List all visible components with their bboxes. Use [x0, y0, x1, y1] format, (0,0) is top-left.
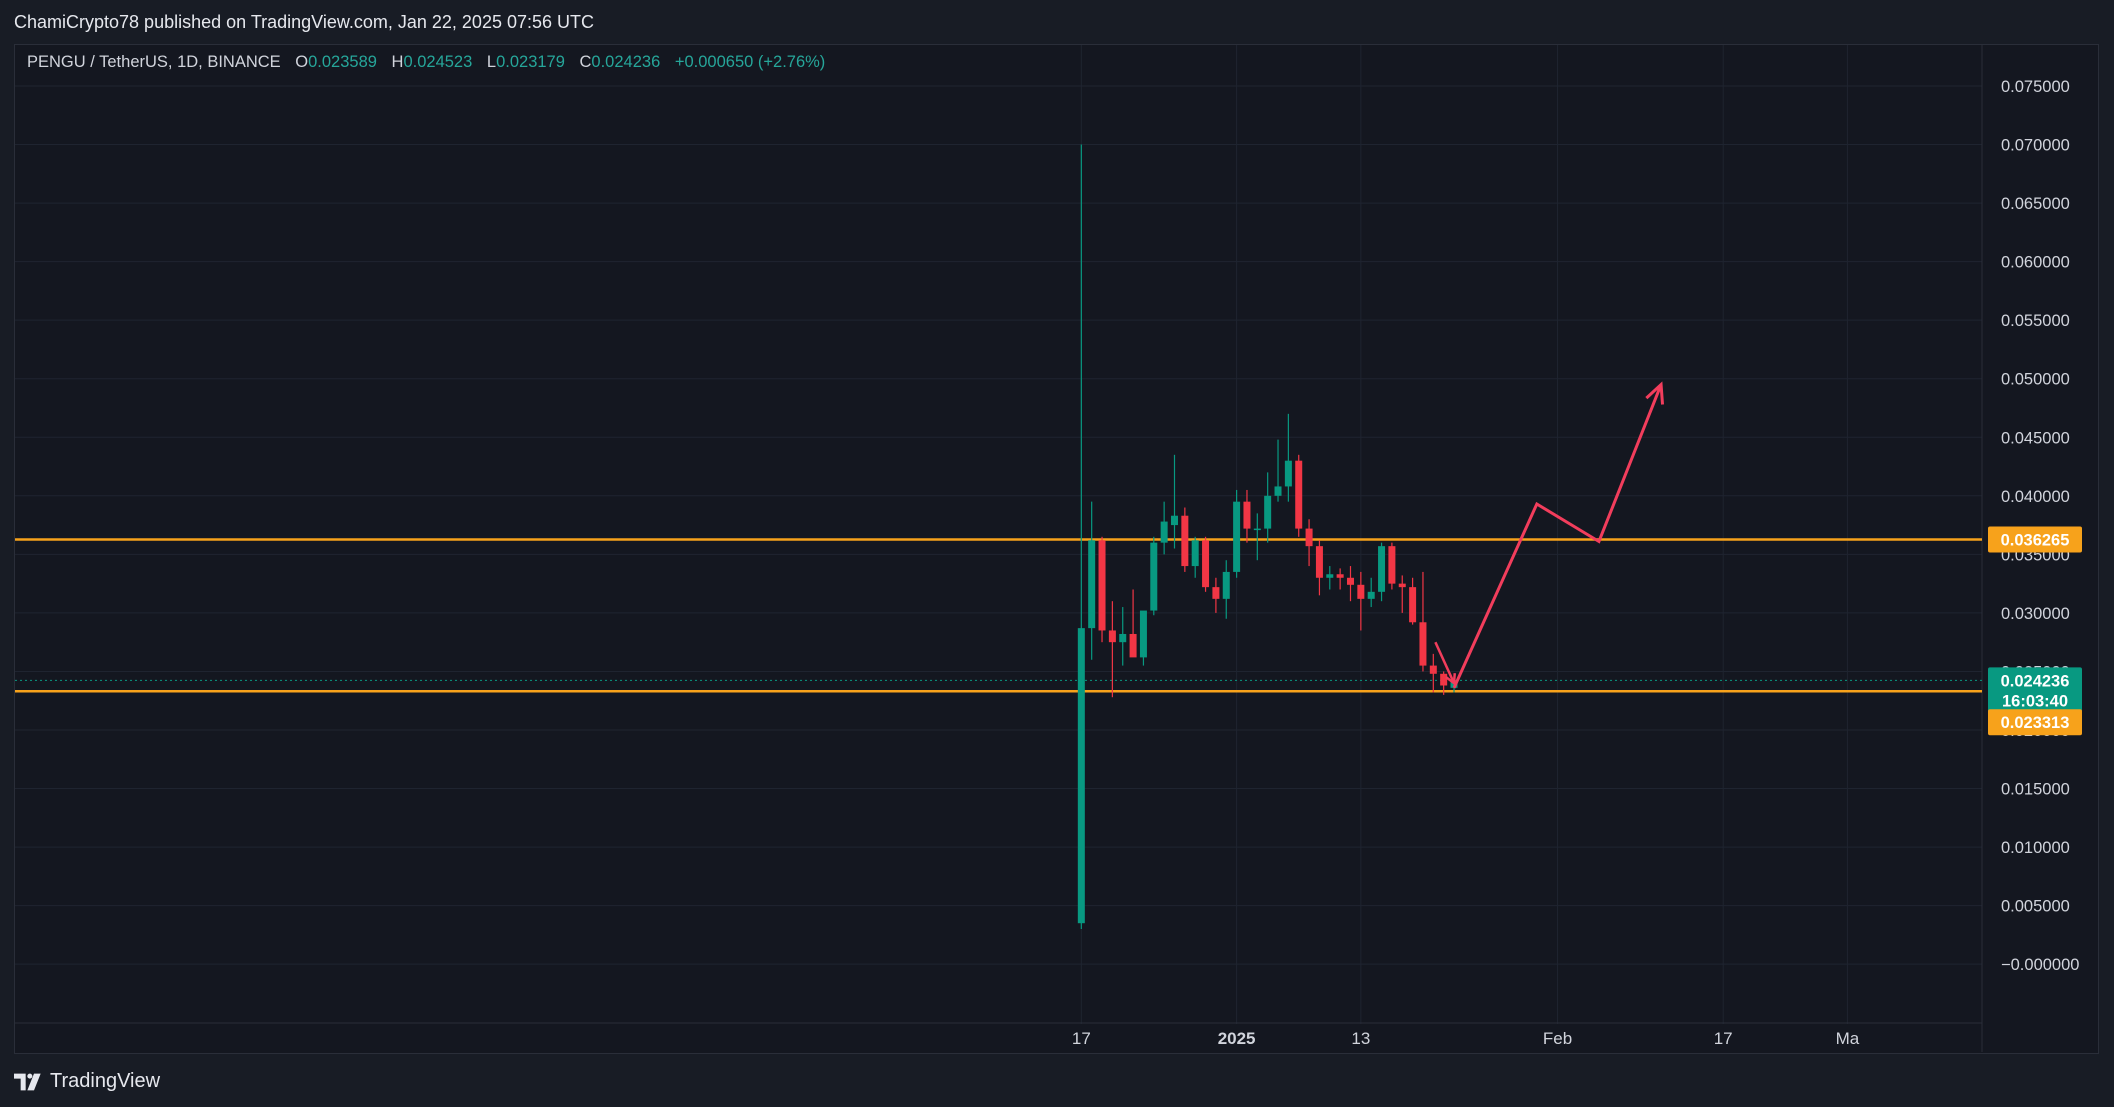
- y-tick-label: 0.005000: [2001, 898, 2070, 916]
- candle-body: [1129, 633, 1137, 658]
- chart-frame[interactable]: [14, 44, 2099, 1054]
- candle-body: [1253, 528, 1261, 531]
- y-tick-label: 0.030000: [2001, 605, 2070, 623]
- candle-body: [1088, 540, 1096, 629]
- open-value: 0.023589: [308, 53, 377, 71]
- close-value: 0.024236: [591, 53, 661, 71]
- candle-body: [1429, 665, 1437, 674]
- candle-body: [1326, 574, 1334, 578]
- candle-body: [1160, 521, 1168, 543]
- close-label: C: [579, 53, 592, 71]
- y-tick-label: 0.040000: [2001, 488, 2070, 506]
- projection-path: [1452, 384, 1663, 689]
- candle-body: [1098, 540, 1106, 631]
- candle-body: [1409, 587, 1417, 623]
- last-price-tag-text: 0.024236: [2001, 672, 2070, 690]
- last-price-tag-text: 16:03:40: [2002, 692, 2068, 710]
- candle-body: [1315, 546, 1323, 578]
- open-label: O: [295, 53, 309, 71]
- candle-body: [1305, 528, 1313, 547]
- level-price-tag: [1988, 526, 2082, 553]
- candle-body: [1398, 583, 1406, 588]
- level-price-tag-text: 0.036265: [2001, 532, 2070, 550]
- published-info: ChamiCrypto78 published on TradingView.c…: [14, 12, 595, 32]
- candle-body: [1284, 460, 1292, 487]
- y-tick-label: 0.050000: [2001, 371, 2070, 389]
- y-tick-label: 0.055000: [2001, 312, 2070, 330]
- low-value: 0.023179: [496, 53, 565, 71]
- x-tick-label: 13: [1351, 1029, 1370, 1048]
- y-tick-label: 0.015000: [2001, 781, 2070, 799]
- x-tick-label: 17: [1072, 1029, 1091, 1048]
- x-tick-label: Ma: [1836, 1029, 1860, 1048]
- candle-body: [1346, 577, 1354, 585]
- candle-body: [1295, 460, 1303, 529]
- candle-body: [1264, 495, 1272, 529]
- candle-body: [1357, 584, 1365, 599]
- candle-body: [1119, 633, 1127, 643]
- candle-body: [1077, 628, 1085, 924]
- level-price-tag-text: 0.023313: [2001, 714, 2070, 732]
- publication-bar: ChamiCrypto78 published on TradingView.c…: [0, 0, 2114, 44]
- symbol-title: PENGU / TetherUS, 1D, BINANCE: [27, 53, 281, 71]
- candle-body: [1378, 546, 1386, 592]
- y-tick-label: 0.060000: [2001, 254, 2070, 272]
- footer: TradingView: [0, 1054, 2114, 1107]
- y-tick-label: 0.065000: [2001, 195, 2070, 213]
- y-tick-label: 0.010000: [2001, 839, 2070, 857]
- candle-body: [1191, 540, 1199, 567]
- change-value: +0.000650 (+2.76%): [674, 53, 826, 71]
- candle-body: [1170, 515, 1178, 526]
- x-tick-label: 2025: [1218, 1029, 1256, 1048]
- small-down-arrow: [1434, 641, 1456, 684]
- y-tick-label: 0.070000: [2001, 137, 2070, 155]
- high-value: 0.024523: [403, 53, 473, 71]
- low-label: L: [486, 53, 497, 71]
- brand-name: TradingView: [50, 1070, 161, 1092]
- candle-body: [1222, 571, 1230, 599]
- candle-body: [1202, 540, 1210, 588]
- candle-body: [1139, 610, 1147, 658]
- x-tick-label: Feb: [1543, 1029, 1572, 1048]
- candle-body: [1150, 542, 1158, 611]
- candle-body: [1388, 546, 1396, 584]
- candle-body: [1243, 501, 1251, 529]
- candle-body: [1274, 486, 1282, 496]
- y-tick-label: 0.045000: [2001, 429, 2070, 447]
- tradingview-logo-icon: [14, 1073, 41, 1090]
- small-arrowhead: [1445, 673, 1456, 686]
- level-price-tag: [1988, 709, 2082, 736]
- tradingview-brand[interactable]: TradingView: [14, 1070, 160, 1093]
- candle-body: [1108, 630, 1116, 643]
- candle-body: [1367, 591, 1375, 599]
- y-tick-label: 0.075000: [2001, 78, 2070, 96]
- candle-body: [1419, 622, 1427, 666]
- high-label: H: [391, 53, 404, 71]
- candle-body: [1233, 501, 1241, 572]
- symbol-legend: PENGU / TetherUS, 1D, BINANCE O0.023589 …: [27, 53, 825, 72]
- candle-body: [1440, 673, 1448, 686]
- projection-arrowhead: [1645, 381, 1665, 405]
- last-price-tag: [1988, 667, 2082, 714]
- candle-body: [1336, 574, 1344, 578]
- x-tick-label: 17: [1714, 1029, 1733, 1048]
- y-tick-label: −0.000000: [2001, 956, 2079, 974]
- candle-body: [1212, 587, 1220, 599]
- candle-body: [1181, 515, 1189, 567]
